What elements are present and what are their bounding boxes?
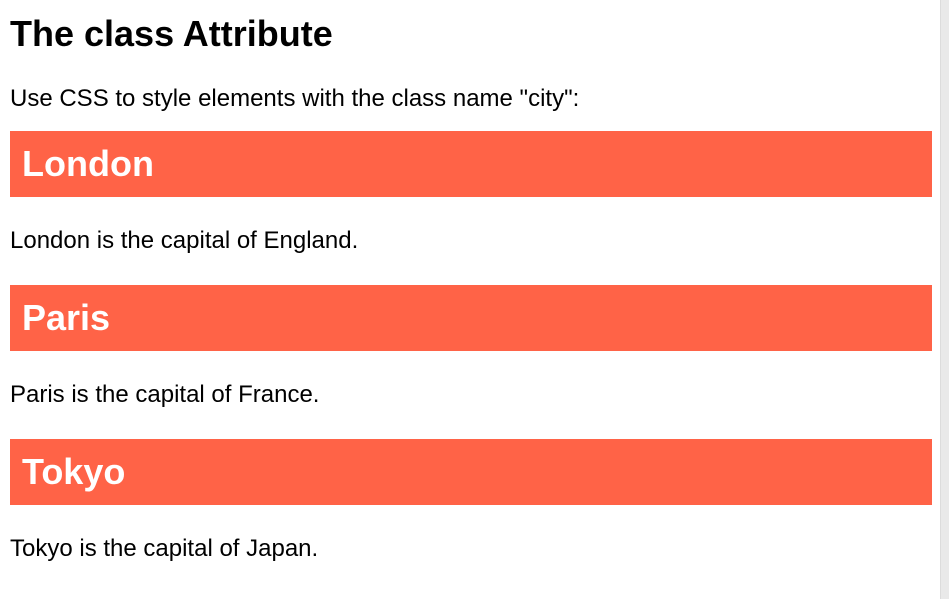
spacer xyxy=(10,111,932,131)
city-heading: Paris xyxy=(10,285,932,351)
vertical-scrollbar[interactable] xyxy=(940,0,949,599)
city-description: London is the capital of England. xyxy=(10,227,359,254)
page-content: The class Attribute Use CSS to style ele… xyxy=(10,0,932,593)
city-block-paris: Paris Paris is the capital of France. xyxy=(10,285,932,439)
city-block-london: London London is the capital of England. xyxy=(10,131,932,285)
page-title: The class Attribute xyxy=(10,13,333,54)
city-heading: London xyxy=(10,131,932,197)
city-description: Tokyo is the capital of Japan. xyxy=(10,535,319,562)
city-block-tokyo: Tokyo Tokyo is the capital of Japan. xyxy=(10,439,932,593)
city-description: Paris is the capital of France. xyxy=(10,381,320,408)
intro-text: Use CSS to style elements with the class… xyxy=(10,85,580,112)
city-heading: Tokyo xyxy=(10,439,932,505)
